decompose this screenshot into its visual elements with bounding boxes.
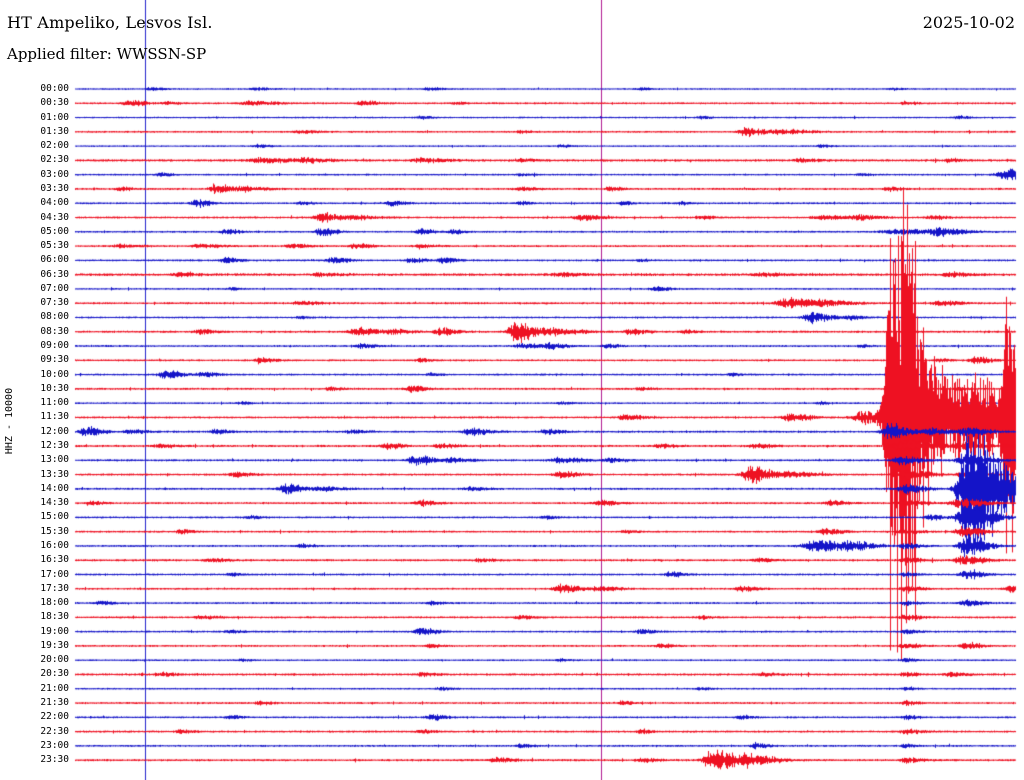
time-label: 13:30 [40,468,69,480]
time-label: 21:30 [40,697,69,709]
station-title: HT Ampeliko, Lesvos Isl. [7,13,213,32]
time-label: 02:00 [40,140,69,152]
time-label: 19:30 [40,639,69,651]
time-label: 12:00 [40,425,69,437]
time-label: 04:00 [40,197,69,209]
time-label: 01:00 [40,111,69,123]
time-label: 10:30 [40,382,69,394]
time-label: 08:00 [40,311,69,323]
time-label: 11:30 [40,411,69,423]
time-label: 07:30 [40,297,69,309]
time-label: 18:00 [40,597,69,609]
time-label: 16:30 [40,554,69,566]
time-label: 03:00 [40,168,69,180]
time-label: 06:00 [40,254,69,266]
time-label: 02:30 [40,154,69,166]
time-label: 12:30 [40,440,69,451]
time-label: 19:00 [40,625,69,637]
time-label: 20:30 [40,668,69,680]
time-label: 09:30 [40,354,69,366]
time-label: 14:00 [40,482,69,494]
time-label: 00:00 [40,83,69,94]
time-label: 15:00 [40,511,69,523]
time-label: 05:00 [40,225,69,237]
time-label: 16:00 [40,539,69,551]
time-label: 22:00 [40,711,69,723]
time-label: 22:30 [40,725,69,737]
applied-filter: Applied filter: WWSSN-SP [7,45,207,63]
time-label: 09:00 [40,340,69,352]
record-date: 2025-10-02 [922,13,1015,32]
time-label: 23:00 [40,739,69,751]
time-label: 01:30 [40,125,69,137]
time-label: 13:00 [40,454,69,466]
time-label: 17:00 [40,568,69,580]
time-label: 04:30 [40,211,69,223]
time-label: 18:30 [40,611,69,623]
time-label: 05:30 [40,240,69,252]
time-label: 17:30 [40,582,69,594]
time-label: 20:00 [40,654,69,666]
y-axis-label: HHZ - 10000 [4,387,15,455]
time-label: 00:30 [40,97,69,109]
time-label: 03:30 [40,182,69,194]
time-label: 10:00 [40,368,69,380]
time-label: 06:30 [40,268,69,280]
time-label: 11:00 [40,397,69,409]
time-axis-labels: 00:00 00:30 01:00 01:30 02:00 02:30 03:00 03:30… [0,0,71,780]
time-label: 14:30 [40,497,69,509]
time-label: 08:30 [40,325,69,337]
time-label: 23:30 [40,754,69,766]
time-label: 21:00 [40,682,69,694]
time-label: 07:00 [40,282,69,294]
time-label: 15:30 [40,525,69,537]
